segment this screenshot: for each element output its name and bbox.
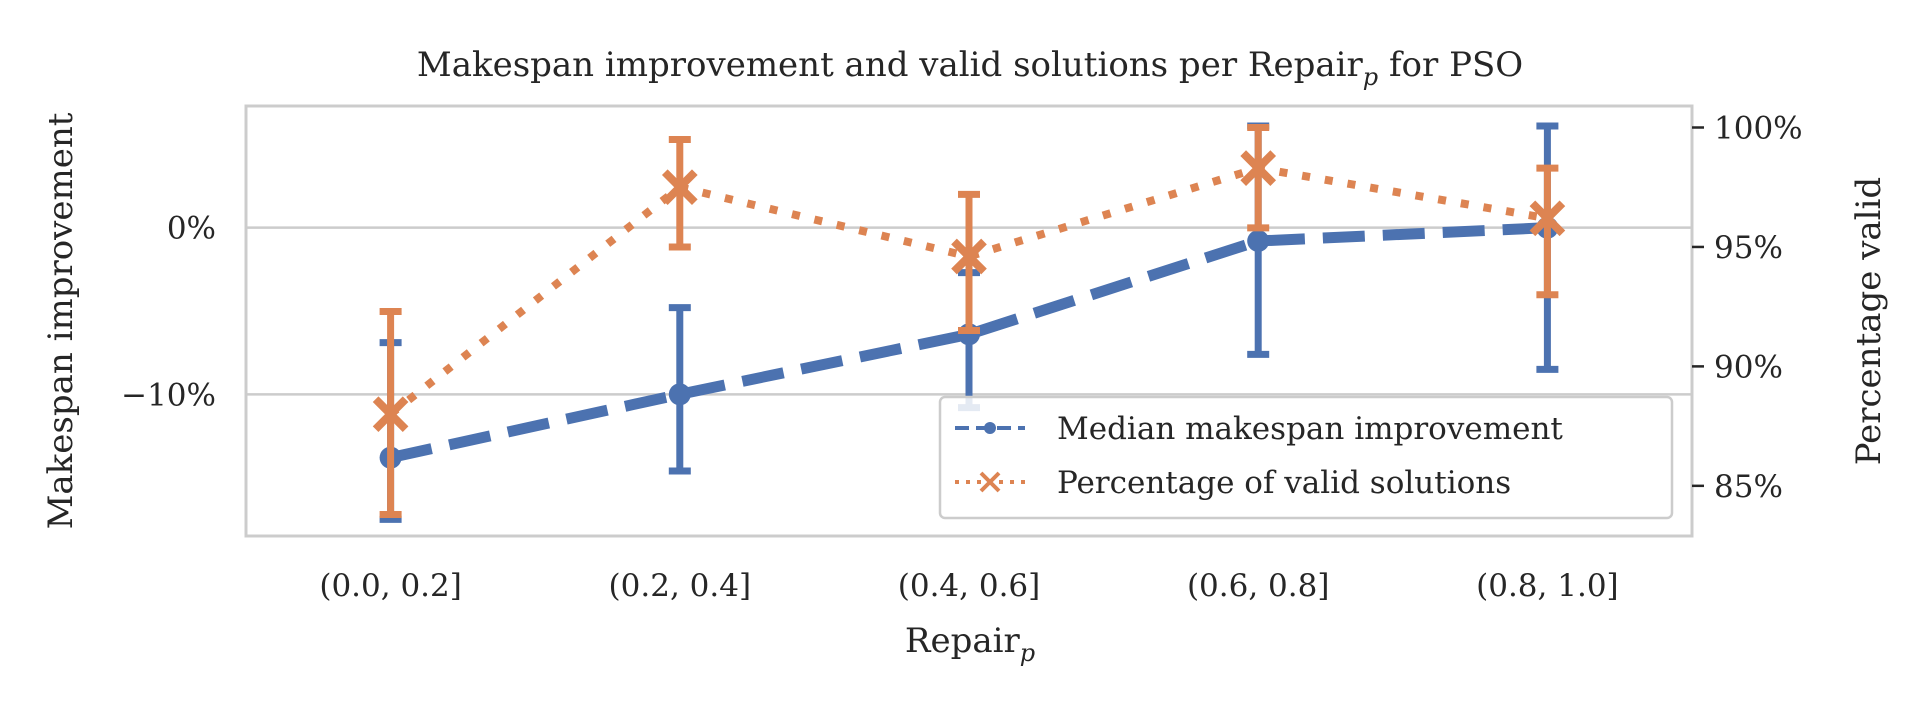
y-tick-label-right: 85% xyxy=(1714,469,1783,505)
data-point xyxy=(951,238,987,275)
data-point xyxy=(372,396,409,432)
x-tick-label: (0.0, 0.2] xyxy=(319,568,462,604)
x-tick-label: (0.4, 0.6] xyxy=(898,568,1041,604)
y-tick-label-left: −10% xyxy=(121,377,216,413)
legend-marker xyxy=(984,422,996,434)
series-line xyxy=(389,222,1548,464)
data-point xyxy=(1247,230,1270,252)
plot-frame xyxy=(244,104,1694,538)
y-axis-label-left: Makespan improvement xyxy=(41,112,81,529)
series-line xyxy=(388,164,1549,418)
y-tick-label-right: 95% xyxy=(1714,230,1783,266)
legend-entries: Median makespan improvement Percentage of… xyxy=(955,411,1563,501)
y-tick-label-right: 90% xyxy=(1714,349,1783,385)
series-layer xyxy=(372,122,1566,523)
x-tick-label: (0.8, 1.0] xyxy=(1476,568,1619,604)
y-tick-label-right: 100% xyxy=(1714,111,1803,147)
data-point xyxy=(1529,200,1566,237)
legend-label: Median makespan improvement xyxy=(1057,411,1563,447)
legend-box xyxy=(938,395,1674,520)
x-axis-label: Repairp xyxy=(905,621,1035,667)
y-tick-label-left: 0% xyxy=(167,211,216,247)
x-tick-label: (0.6, 0.8] xyxy=(1187,568,1330,604)
y-axis-label-right: Percentage valid xyxy=(1849,177,1889,465)
series-2 xyxy=(372,124,1566,518)
legend-label: Percentage of valid solutions xyxy=(1057,465,1511,501)
data-point xyxy=(661,169,698,206)
data-point xyxy=(668,383,691,406)
x-axis-ticks: (0.0, 0.2] (0.2, 0.4] (0.4, 0.6] (0.6, 0.8]… xyxy=(319,568,1618,604)
left-axis-ticks: 0% −10% xyxy=(121,211,216,414)
chart-title: Makespan improvement and valid solutions… xyxy=(417,45,1523,91)
right-axis-ticks: 100% 95% 90% 85% xyxy=(1692,111,1803,505)
legend-marker xyxy=(979,471,1001,493)
legend: Median makespan improvement Percentage of… xyxy=(938,395,1674,520)
data-point xyxy=(1240,150,1277,186)
x-tick-label: (0.2, 0.4] xyxy=(609,568,752,604)
